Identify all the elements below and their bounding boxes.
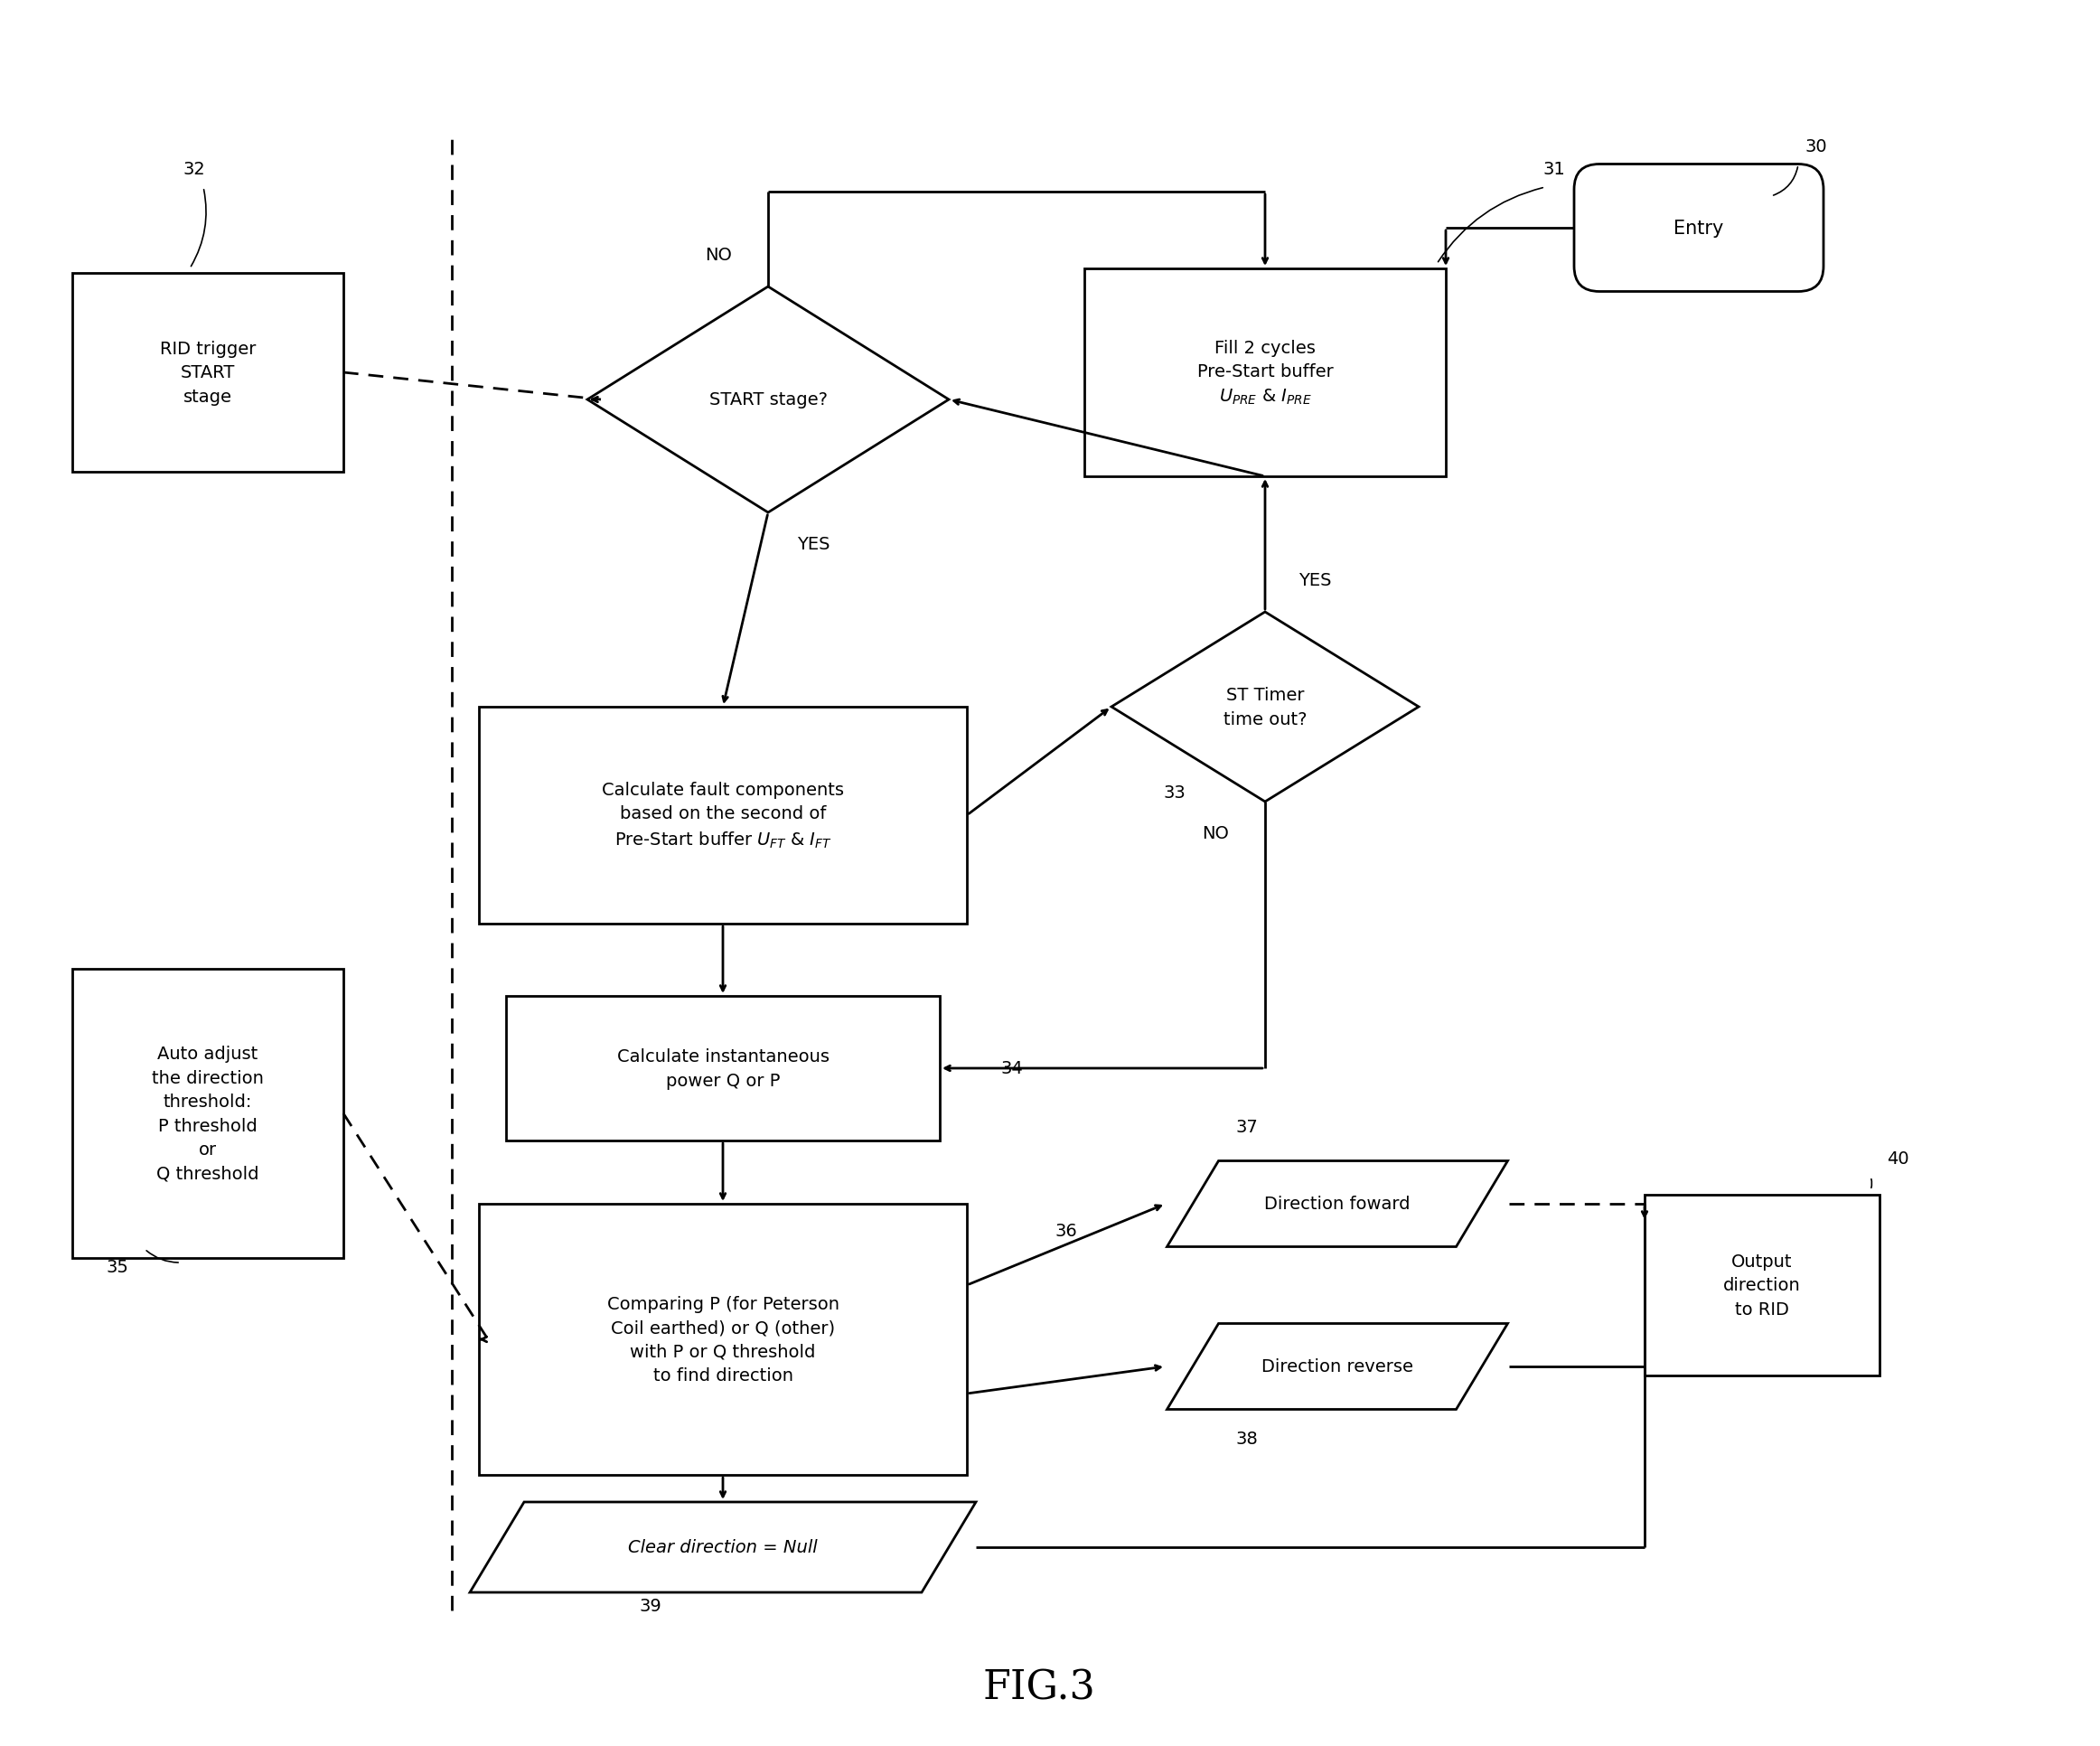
Text: Output
direction
to RID: Output direction to RID bbox=[1724, 1254, 1802, 1318]
Text: RID trigger
START
stage: RID trigger START stage bbox=[160, 340, 256, 405]
Text: 31: 31 bbox=[1544, 161, 1564, 178]
FancyBboxPatch shape bbox=[479, 707, 966, 924]
FancyBboxPatch shape bbox=[1644, 1194, 1880, 1376]
FancyBboxPatch shape bbox=[1084, 269, 1445, 477]
Text: NO: NO bbox=[706, 246, 733, 264]
Polygon shape bbox=[588, 288, 949, 513]
Text: Entry: Entry bbox=[1674, 220, 1724, 237]
Polygon shape bbox=[1168, 1161, 1508, 1247]
Text: Direction foward: Direction foward bbox=[1264, 1196, 1411, 1213]
Text: FIG.3: FIG.3 bbox=[983, 1667, 1096, 1708]
Text: Auto adjust
the direction
threshold:
P threshold
or
Q threshold: Auto adjust the direction threshold: P t… bbox=[151, 1046, 265, 1182]
Text: Comparing P (for Peterson
Coil earthed) or Q (other)
with P or Q threshold
to fi: Comparing P (for Peterson Coil earthed) … bbox=[607, 1296, 840, 1385]
FancyBboxPatch shape bbox=[479, 1205, 966, 1475]
Text: 33: 33 bbox=[1163, 784, 1186, 801]
FancyBboxPatch shape bbox=[71, 969, 344, 1259]
Text: YES: YES bbox=[796, 536, 830, 553]
Text: 30: 30 bbox=[1806, 138, 1827, 155]
FancyBboxPatch shape bbox=[1575, 164, 1823, 292]
Text: ST Timer
time out?: ST Timer time out? bbox=[1224, 686, 1306, 728]
Text: Direction reverse: Direction reverse bbox=[1262, 1358, 1413, 1376]
Text: 38: 38 bbox=[1235, 1430, 1258, 1447]
Text: 36: 36 bbox=[1054, 1222, 1077, 1240]
Text: YES: YES bbox=[1298, 573, 1331, 590]
Polygon shape bbox=[1168, 1323, 1508, 1409]
Text: Calculate instantaneous
power Q or P: Calculate instantaneous power Q or P bbox=[617, 1048, 830, 1090]
Text: 37: 37 bbox=[1235, 1119, 1258, 1137]
Polygon shape bbox=[470, 1502, 977, 1592]
FancyBboxPatch shape bbox=[71, 274, 344, 473]
Polygon shape bbox=[1111, 613, 1420, 801]
FancyBboxPatch shape bbox=[506, 997, 941, 1140]
Text: 40: 40 bbox=[1886, 1151, 1909, 1168]
Text: NO: NO bbox=[1201, 826, 1228, 842]
Text: Fill 2 cycles
Pre-Start buffer
$U_{PRE}$ & $I_{PRE}$: Fill 2 cycles Pre-Start buffer $U_{PRE}$… bbox=[1197, 339, 1334, 407]
Text: Clear direction = Null: Clear direction = Null bbox=[628, 1538, 817, 1556]
Text: 39: 39 bbox=[638, 1598, 662, 1615]
Text: 34: 34 bbox=[1002, 1060, 1023, 1077]
Text: Calculate fault components
based on the second of
Pre-Start buffer $U_{FT}$ & $I: Calculate fault components based on the … bbox=[603, 780, 844, 850]
Text: 35: 35 bbox=[107, 1259, 128, 1276]
Text: 32: 32 bbox=[183, 161, 206, 178]
Text: START stage?: START stage? bbox=[710, 391, 827, 409]
